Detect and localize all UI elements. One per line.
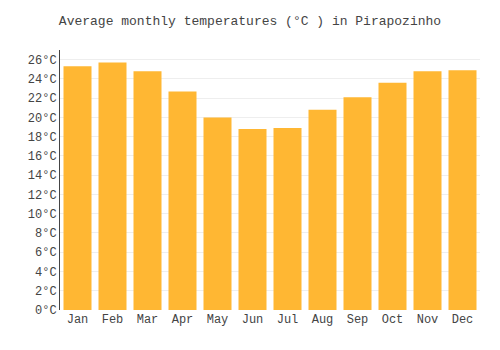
svg-text:8°C: 8°C (35, 227, 57, 241)
svg-text:12°C: 12°C (28, 189, 57, 203)
svg-text:6°C: 6°C (35, 246, 57, 260)
svg-text:Apr: Apr (172, 313, 194, 327)
svg-text:10°C: 10°C (28, 208, 57, 222)
svg-text:Average monthly temperatures (: Average monthly temperatures (°C ) in Pi… (59, 14, 441, 29)
svg-text:0°C: 0°C (35, 304, 57, 318)
svg-text:Dec: Dec (452, 313, 474, 327)
svg-text:24°C: 24°C (28, 73, 57, 87)
svg-text:Feb: Feb (102, 313, 124, 327)
svg-text:20°C: 20°C (28, 112, 57, 126)
svg-text:Jun: Jun (242, 313, 264, 327)
svg-text:Jan: Jan (67, 313, 89, 327)
svg-text:14°C: 14°C (28, 169, 57, 183)
svg-text:Jul: Jul (277, 313, 299, 327)
svg-text:22°C: 22°C (28, 92, 57, 106)
svg-text:Oct: Oct (382, 313, 404, 327)
svg-text:26°C: 26°C (28, 54, 57, 68)
svg-text:4°C: 4°C (35, 266, 57, 280)
svg-text:16°C: 16°C (28, 150, 57, 164)
svg-text:2°C: 2°C (35, 285, 57, 299)
svg-text:Aug: Aug (312, 313, 334, 327)
svg-text:May: May (207, 313, 229, 327)
svg-text:Nov: Nov (417, 313, 439, 327)
svg-text:Mar: Mar (137, 313, 159, 327)
svg-text:Sep: Sep (347, 313, 369, 327)
svg-text:18°C: 18°C (28, 131, 57, 145)
